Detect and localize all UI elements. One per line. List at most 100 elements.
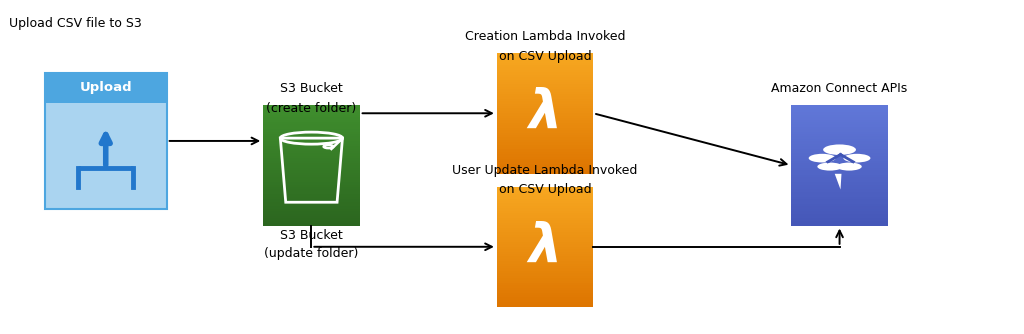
Bar [263,209,359,211]
Bar [263,127,359,129]
Bar [263,110,359,112]
Bar [792,117,888,120]
Bar [497,281,593,283]
Text: Upload CSV file to S3: Upload CSV file to S3 [9,17,142,30]
Bar [497,159,593,161]
Bar [497,135,593,137]
Bar [497,116,593,118]
Bar [497,89,593,92]
Text: Upload: Upload [80,81,132,94]
Bar [497,196,593,199]
Bar [263,124,359,127]
Bar [792,216,888,218]
Bar [263,180,359,182]
Bar [497,283,593,285]
Bar [263,216,359,218]
Bar [497,259,593,261]
Bar [792,168,888,170]
Circle shape [809,154,836,162]
Text: Amazon Connect APIs: Amazon Connect APIs [771,82,907,95]
Bar [792,129,888,132]
Bar [497,230,593,232]
Bar [497,295,593,297]
Bar [263,105,359,108]
Bar [792,218,888,221]
Bar [45,103,167,209]
Bar [497,137,593,140]
Bar [497,118,593,121]
Bar [792,122,888,124]
Bar [263,201,359,204]
Bar [792,132,888,134]
Bar [497,208,593,211]
Bar [497,164,593,166]
Bar [263,221,359,223]
Bar [792,144,888,146]
Bar [263,137,359,139]
Bar [792,112,888,115]
Circle shape [838,154,843,155]
Bar [497,53,593,55]
Bar [497,133,593,135]
Bar [263,194,359,197]
Bar [497,206,593,208]
Bar [497,225,593,227]
Bar [792,115,888,117]
Bar [792,149,888,151]
Bar [497,211,593,213]
Bar [792,141,888,144]
Bar [497,85,593,87]
Bar [497,92,593,94]
Bar [263,108,359,110]
Bar [497,152,593,154]
Bar [497,300,593,302]
Bar [497,63,593,65]
Bar [497,87,593,89]
Bar [497,257,593,259]
Bar [792,139,888,141]
Bar [792,120,888,122]
Bar [263,182,359,185]
Bar [263,213,359,216]
Circle shape [844,154,870,162]
Bar [497,113,593,116]
Bar [497,218,593,220]
Bar [497,232,593,235]
Bar [497,244,593,247]
Bar [263,151,359,153]
Bar [263,163,359,165]
Bar [263,170,359,173]
Bar [497,140,593,142]
Bar [497,199,593,201]
Bar [497,171,593,174]
Bar [497,166,593,169]
Bar [497,161,593,164]
Bar [497,60,593,63]
Bar [263,185,359,187]
Bar [497,79,593,82]
Bar [263,218,359,221]
Bar [263,144,359,146]
Bar [497,189,593,191]
Text: (create folder): (create folder) [266,102,356,115]
Bar [497,99,593,101]
Text: λ: λ [528,87,562,139]
Bar [497,106,593,109]
Circle shape [817,163,843,171]
Bar [263,122,359,124]
Bar [263,165,359,168]
Bar [263,223,359,226]
Bar [263,149,359,151]
Text: Creation Lambda Invoked: Creation Lambda Invoked [465,30,626,43]
Bar [497,276,593,278]
Bar [792,170,888,173]
Bar [792,153,888,156]
Text: λ: λ [528,221,562,273]
Bar [792,175,888,177]
Bar [497,194,593,196]
Bar [792,223,888,226]
Text: S3 Bucket: S3 Bucket [280,82,343,95]
Bar [497,67,593,70]
Bar [263,117,359,120]
Text: S3 Bucket: S3 Bucket [280,229,343,242]
